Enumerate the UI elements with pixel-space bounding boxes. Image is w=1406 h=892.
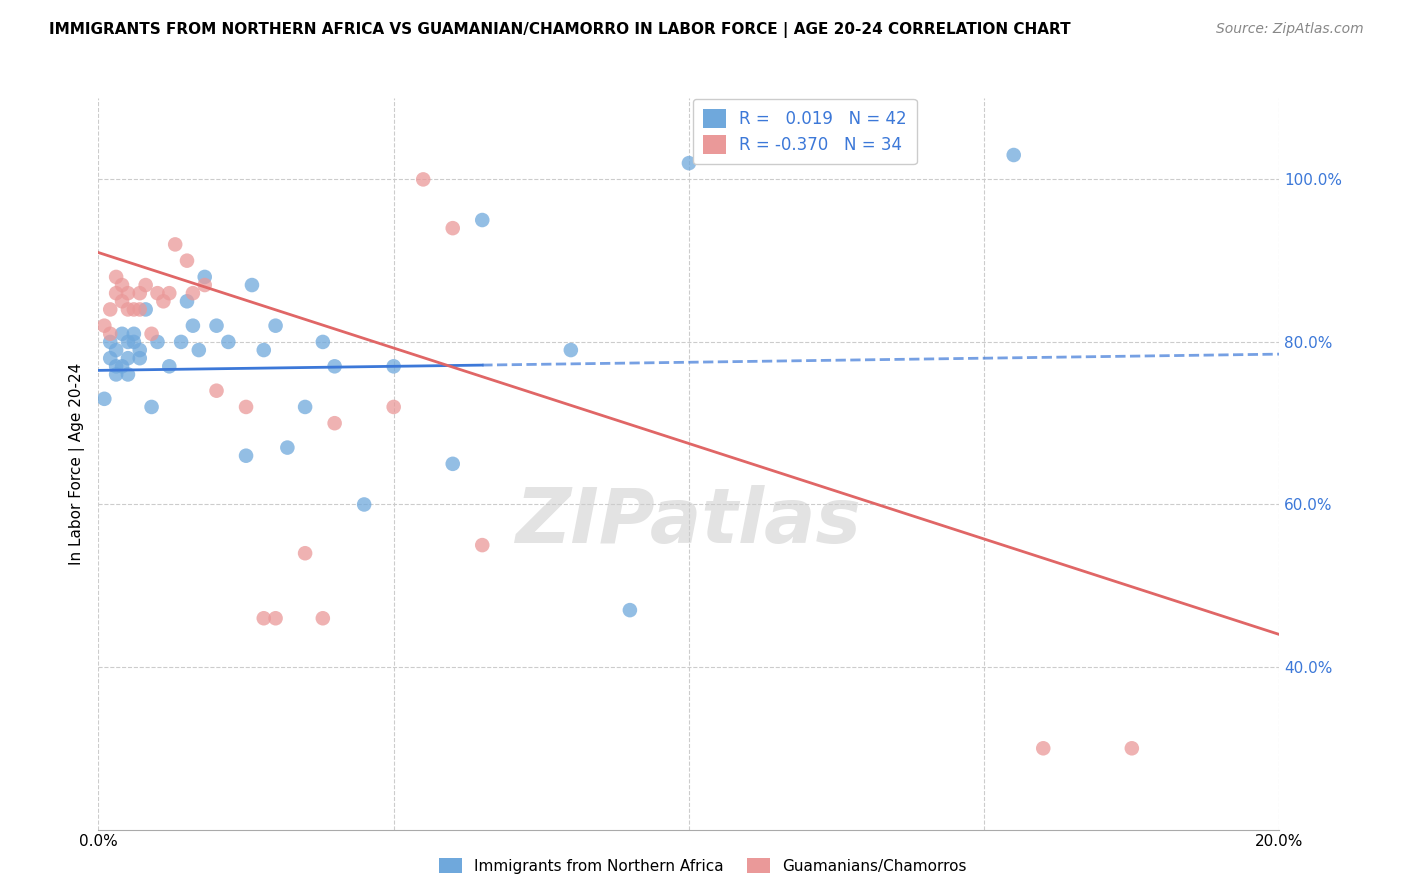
Point [111, 294, 134, 309]
Point [105, 368, 128, 382]
Point [181, 318, 204, 333]
Point [323, 359, 346, 374]
Point [205, 384, 228, 398]
Point [105, 286, 128, 301]
Point [122, 326, 145, 341]
Point [117, 368, 139, 382]
Point [235, 400, 257, 414]
Point [98, 334, 121, 349]
Point [253, 611, 276, 625]
Point [93, 318, 115, 333]
Point [1121, 741, 1143, 756]
Text: IMMIGRANTS FROM NORTHERN AFRICA VS GUAMANIAN/CHAMORRO IN LABOR FORCE | AGE 20-24: IMMIGRANTS FROM NORTHERN AFRICA VS GUAMA… [49, 22, 1071, 38]
Point [181, 286, 204, 301]
Point [176, 294, 198, 309]
Point [323, 416, 346, 430]
Legend: Immigrants from Northern Africa, Guamanians/Chamorros: Immigrants from Northern Africa, Guamani… [433, 852, 973, 880]
Point [1002, 148, 1025, 162]
Point [157, 286, 180, 301]
Point [122, 302, 145, 317]
Point [128, 351, 150, 366]
Point [471, 538, 494, 552]
Point [471, 213, 494, 227]
Y-axis label: In Labor Force | Age 20-24: In Labor Force | Age 20-24 [69, 363, 84, 565]
Point [105, 269, 128, 284]
Point [253, 343, 276, 357]
Text: ZIPatlas: ZIPatlas [516, 485, 862, 559]
Point [98, 351, 121, 366]
Point [441, 457, 464, 471]
Point [135, 302, 157, 317]
Point [1032, 741, 1054, 756]
Point [240, 278, 263, 293]
Point [128, 286, 150, 301]
Point [146, 286, 169, 301]
Point [264, 611, 287, 625]
Point [560, 343, 582, 357]
Point [146, 334, 169, 349]
Point [312, 611, 335, 625]
Point [117, 334, 139, 349]
Point [619, 603, 641, 617]
Point [217, 334, 239, 349]
Point [235, 449, 257, 463]
Point [105, 359, 128, 374]
Point [117, 302, 139, 317]
Point [111, 326, 134, 341]
Point [382, 359, 405, 374]
Point [152, 294, 174, 309]
Point [111, 278, 134, 293]
Point [128, 343, 150, 357]
Point [170, 334, 193, 349]
Point [128, 302, 150, 317]
Point [205, 318, 228, 333]
Point [294, 400, 316, 414]
Point [135, 278, 157, 293]
Point [382, 400, 405, 414]
Point [441, 221, 464, 235]
Point [111, 359, 134, 374]
Point [141, 400, 163, 414]
Point [264, 318, 287, 333]
Point [157, 359, 180, 374]
Point [312, 334, 335, 349]
Point [93, 392, 115, 406]
Point [276, 441, 298, 455]
Point [98, 302, 121, 317]
Point [141, 326, 163, 341]
Point [117, 351, 139, 366]
Point [105, 343, 128, 357]
Point [294, 546, 316, 560]
Point [98, 326, 121, 341]
Point [194, 278, 217, 293]
Point [353, 498, 375, 512]
Point [194, 269, 217, 284]
Text: Source: ZipAtlas.com: Source: ZipAtlas.com [1216, 22, 1364, 37]
Point [165, 237, 187, 252]
Point [117, 286, 139, 301]
Point [122, 334, 145, 349]
Point [176, 253, 198, 268]
Point [187, 343, 209, 357]
Point [412, 172, 434, 186]
Legend: R =   0.019   N = 42, R = -0.370   N = 34: R = 0.019 N = 42, R = -0.370 N = 34 [693, 99, 917, 164]
Point [678, 156, 700, 170]
